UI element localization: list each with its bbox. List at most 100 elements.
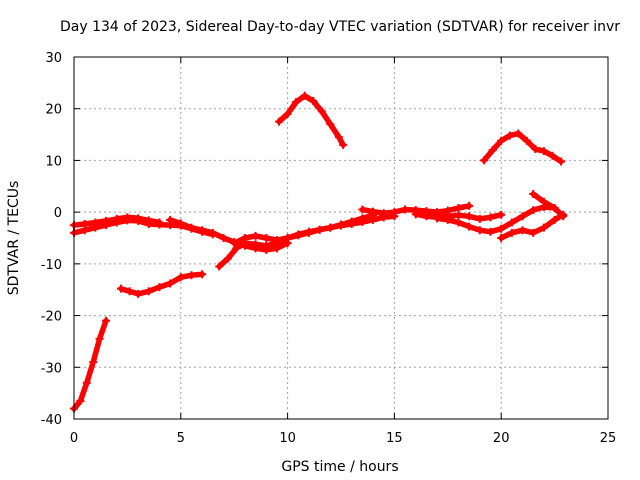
data-point	[369, 207, 378, 216]
data-point	[548, 151, 557, 160]
data-point	[465, 201, 474, 210]
data-point	[251, 240, 260, 249]
data-point	[275, 117, 284, 126]
data-point	[144, 216, 153, 225]
data-point	[507, 228, 516, 237]
data-point	[497, 234, 506, 242]
data-point	[326, 223, 335, 232]
data-point	[215, 262, 224, 271]
x-tick-label: 25	[600, 431, 617, 446]
data-point	[358, 214, 367, 223]
data-point	[123, 213, 132, 222]
x-ticks: 0 5 10 15 20 25	[70, 57, 616, 446]
data-point	[486, 227, 495, 236]
data-point	[89, 358, 98, 367]
x-tick-label: 20	[493, 431, 510, 446]
data-point	[529, 228, 538, 237]
data-point	[518, 212, 527, 221]
data-point	[315, 225, 324, 234]
data-point	[531, 145, 540, 154]
data-point	[262, 234, 271, 242]
y-tick-label: -30	[41, 361, 62, 376]
data-point	[112, 214, 121, 223]
data-point	[317, 107, 326, 116]
data-point	[292, 97, 301, 106]
data-point	[497, 224, 506, 233]
series-line	[71, 317, 109, 412]
data-point	[401, 205, 410, 214]
data-point	[507, 218, 516, 227]
data-point	[559, 212, 568, 221]
data-point	[557, 157, 566, 166]
data-point	[187, 223, 196, 232]
data-point	[390, 208, 399, 217]
data-point	[251, 231, 260, 240]
series-line	[276, 93, 346, 148]
data-point	[198, 226, 207, 235]
data-point	[232, 244, 241, 253]
data-point	[522, 136, 531, 145]
data-point	[198, 270, 207, 279]
data-point	[550, 204, 559, 213]
data-point	[134, 214, 143, 223]
x-tick-label: 10	[279, 431, 296, 446]
y-tick-label: 10	[45, 154, 62, 169]
data-point	[283, 109, 292, 118]
data-point	[480, 156, 489, 165]
data-point	[208, 228, 217, 237]
data-point	[358, 205, 367, 214]
data-point	[304, 228, 313, 237]
series-arc-13	[275, 91, 348, 149]
y-tick-label: -20	[41, 310, 62, 325]
data-point	[144, 287, 153, 296]
data-point	[475, 214, 484, 223]
data-point	[518, 226, 527, 235]
data-point	[539, 223, 548, 232]
series-line	[530, 191, 566, 220]
chart-title: Day 134 of 2023, Sidereal Day-to-day VTE…	[60, 19, 620, 35]
data-point	[187, 271, 196, 280]
data-point	[475, 226, 484, 235]
data-point	[337, 220, 345, 229]
data-point	[454, 204, 463, 213]
data-point	[125, 287, 134, 296]
data-point	[223, 254, 232, 263]
series-arc-9	[411, 210, 506, 223]
grid	[74, 57, 608, 419]
y-ticks: -40 -30 -20 -10 0 10 20 30	[41, 51, 608, 428]
data-point	[95, 334, 104, 343]
data-point	[411, 210, 420, 219]
data-point	[219, 234, 228, 242]
data-point	[116, 284, 125, 293]
data-point	[465, 212, 474, 221]
data-point	[155, 218, 164, 227]
y-tick-label: -40	[41, 413, 62, 428]
y-tick-label: 20	[45, 103, 62, 118]
data-point	[166, 215, 175, 224]
data-point	[176, 219, 185, 228]
data-point	[155, 283, 164, 292]
data-point	[82, 378, 91, 387]
data-point	[443, 215, 452, 224]
data-point	[433, 214, 442, 223]
data-point	[529, 206, 538, 215]
data-point	[514, 129, 523, 138]
data-point	[334, 133, 343, 142]
series-arc-14	[480, 129, 566, 166]
y-tick-label: 30	[45, 51, 62, 66]
data-point	[240, 234, 249, 242]
data-point	[539, 147, 548, 156]
data-point	[272, 236, 281, 245]
data-point	[309, 96, 318, 105]
data-point	[102, 216, 111, 225]
plot-frame	[73, 56, 609, 420]
x-tick-label: 0	[70, 431, 78, 446]
data-point	[550, 215, 559, 224]
data-point	[283, 234, 292, 242]
data-point	[497, 136, 506, 145]
y-tick-label: -10	[41, 258, 62, 273]
data-point	[422, 212, 431, 221]
data-point	[529, 190, 538, 199]
data-point	[347, 217, 356, 226]
